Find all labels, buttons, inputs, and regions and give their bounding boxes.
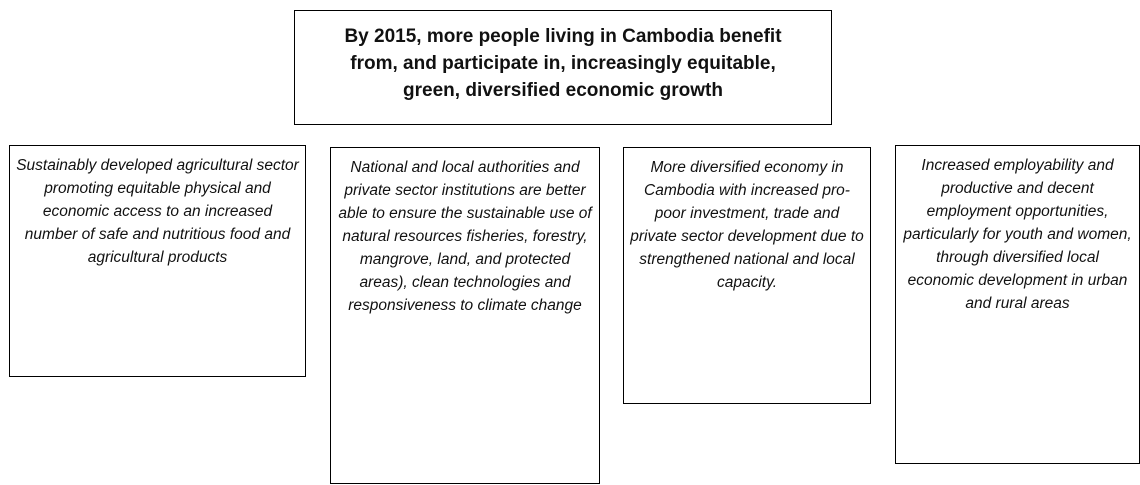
outcome-box-diversified-economy: More diversified economy in Cambodia wit… xyxy=(623,147,871,404)
outcome-text-diversified-economy: More diversified economy in Cambodia wit… xyxy=(630,159,864,291)
outcome-box-natural-resources: National and local authorities and priva… xyxy=(330,147,600,484)
outcome-box-agriculture: Sustainably developed agricultural secto… xyxy=(9,145,306,377)
goal-text-line-1: By 2015, more people living in Cambodia … xyxy=(344,26,782,47)
outcome-text-employability: Increased employability and productive a… xyxy=(903,157,1132,312)
outcome-box-employability: Increased employability and productive a… xyxy=(895,145,1140,464)
outcome-text-agriculture: Sustainably developed agricultural secto… xyxy=(16,157,299,266)
outcome-text-natural-resources: National and local authorities and priva… xyxy=(338,159,592,314)
goal-text-line-3: green, diversified economic growth xyxy=(403,80,723,101)
goal-box: By 2015, more people living in Cambodia … xyxy=(294,10,832,125)
goal-text-line-2: from, and participate in, increasingly e… xyxy=(350,53,776,74)
